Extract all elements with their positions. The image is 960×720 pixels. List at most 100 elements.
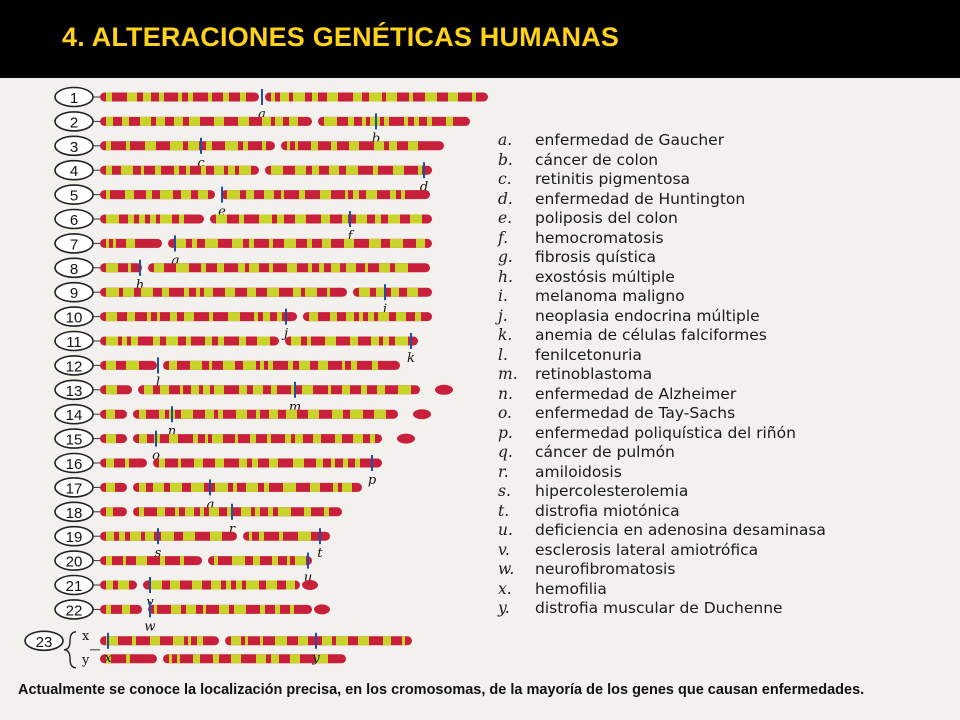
chromosome-map: 1a2b3c4d5e6f7g8h9i10j11k12l13m14n15o16p1… — [24, 86, 488, 669]
band — [312, 92, 318, 102]
band — [368, 312, 374, 322]
band — [287, 263, 297, 273]
chromosome-arm — [100, 385, 132, 395]
band — [327, 92, 338, 102]
band — [345, 190, 348, 200]
legend-disease-name: fibrosis quística — [535, 248, 656, 266]
band — [139, 214, 145, 224]
band — [366, 190, 377, 200]
legend-disease-name: deficiencia en adenosina desaminasa — [535, 521, 826, 539]
chromosome-arm — [133, 507, 342, 517]
gene-marker-label: a — [258, 107, 266, 122]
band — [305, 287, 317, 297]
legend-letter: v. — [498, 540, 510, 559]
band — [214, 116, 224, 126]
band — [160, 556, 165, 566]
band — [154, 263, 164, 273]
band — [342, 214, 348, 224]
band — [106, 580, 113, 590]
legend-disease-name: retinoblastoma — [535, 365, 653, 383]
band — [193, 654, 200, 664]
chromosome-arm — [100, 556, 202, 566]
legend-disease-name: distrofia miotónica — [535, 501, 680, 520]
band — [170, 141, 183, 151]
band — [331, 263, 340, 273]
band — [232, 238, 243, 248]
band — [106, 92, 112, 102]
band — [126, 238, 135, 248]
band — [269, 238, 273, 248]
band — [201, 263, 206, 273]
band — [331, 458, 335, 468]
gene-marker-label: h — [136, 278, 144, 293]
band — [427, 116, 432, 126]
band — [446, 116, 453, 126]
band — [250, 434, 256, 444]
band — [216, 214, 227, 224]
band — [197, 636, 203, 646]
band — [293, 287, 301, 297]
band — [287, 556, 290, 566]
band — [106, 287, 119, 297]
chromosome-number: 15 — [66, 432, 83, 449]
band — [155, 165, 161, 175]
band — [174, 116, 183, 126]
chromosome-arm — [163, 654, 346, 664]
chromosome-arm — [100, 434, 127, 444]
chromosome-number: 7 — [70, 236, 78, 253]
band — [370, 434, 375, 444]
band — [184, 312, 194, 322]
band — [203, 385, 210, 395]
legend-disease-name: enfermedad de Huntington — [535, 189, 746, 208]
band — [329, 165, 339, 175]
gene-marker-label: t — [317, 546, 323, 561]
band — [239, 458, 247, 468]
gene-marker-label: s — [155, 546, 162, 561]
band — [246, 190, 254, 200]
band — [106, 531, 114, 541]
band — [299, 190, 305, 200]
chromosome-8: 8h — [54, 257, 430, 293]
band — [269, 263, 273, 273]
band — [139, 507, 144, 517]
chromosome-number: 1 — [70, 90, 78, 107]
gene-marker-label: c — [197, 156, 205, 171]
band — [218, 409, 223, 419]
band — [388, 214, 400, 224]
band — [390, 238, 403, 248]
band — [281, 190, 284, 200]
band — [375, 214, 381, 224]
band — [106, 654, 111, 664]
band — [209, 360, 212, 370]
legend-letter: m. — [498, 365, 518, 383]
band — [269, 409, 278, 419]
gene-marker-label: n — [168, 424, 176, 439]
chromosome-21: 21v — [54, 574, 318, 610]
band — [293, 92, 305, 102]
chromosome-arm — [100, 580, 137, 590]
band — [118, 580, 129, 590]
chromosome-arm — [133, 409, 398, 419]
band — [295, 556, 306, 566]
chromosome-number: 21 — [66, 578, 83, 595]
arm-body — [143, 580, 300, 590]
band — [278, 507, 291, 517]
band — [231, 636, 241, 646]
band — [286, 409, 297, 419]
band — [212, 434, 223, 444]
band — [174, 238, 186, 248]
band — [287, 141, 290, 151]
band — [147, 312, 151, 322]
band — [106, 556, 112, 566]
band — [286, 580, 295, 590]
band — [245, 636, 248, 646]
band — [122, 116, 129, 126]
band — [409, 92, 413, 102]
band — [225, 287, 235, 297]
chromosome-15: 15 o — [54, 428, 415, 464]
chromosome-arm — [100, 263, 142, 273]
band — [322, 636, 332, 646]
chromosome-22: 22 w — [54, 599, 330, 634]
band — [159, 458, 165, 468]
band — [330, 312, 337, 322]
